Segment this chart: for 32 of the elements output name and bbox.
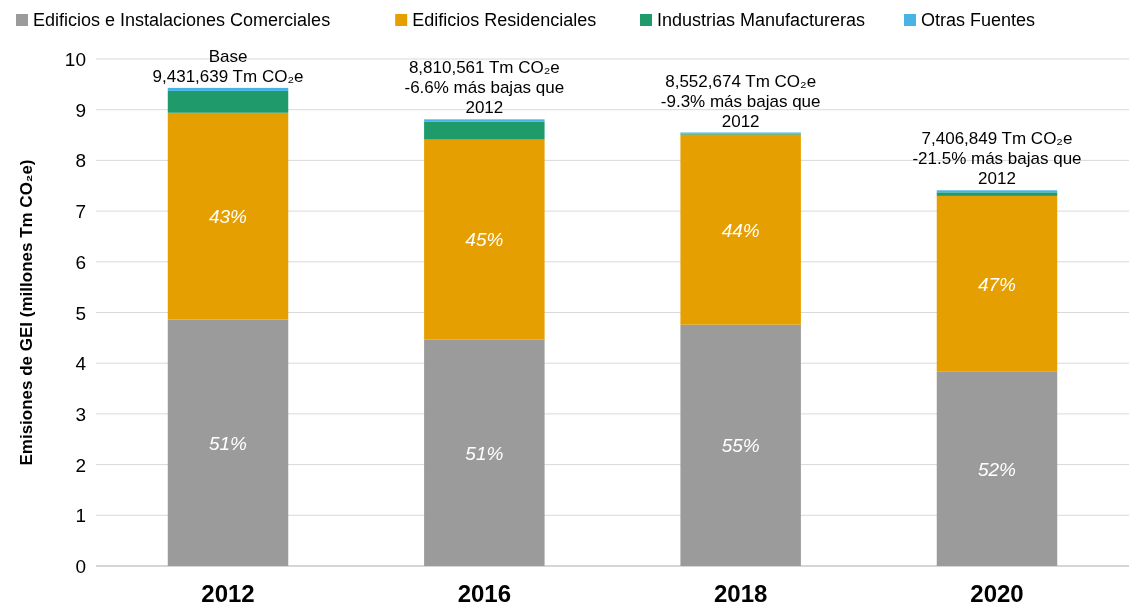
annotation: 51% <box>208 432 248 454</box>
y-tick-label: 0 <box>75 556 86 577</box>
x-tick-label: 2018 <box>713 580 768 607</box>
y-tick-label: 1 <box>75 505 86 527</box>
y-tick-label: 8 <box>75 150 86 172</box>
y-tick-label: 9 <box>75 99 86 121</box>
legend-label: Industrias Manufactureras <box>657 10 866 30</box>
y-tick-label: 2 <box>75 454 86 476</box>
legend-label: Edificios Residenciales <box>412 10 597 30</box>
y-tick-label: 6 <box>75 251 86 273</box>
annotation: Base 9,431,639 Tm CO₂e <box>152 46 304 86</box>
y-axis-title: Emisiones de GEI (millones Tm CO₂e) <box>17 159 36 466</box>
y-tick-label: 4 <box>75 353 87 375</box>
y-tick-label: 7 <box>75 201 86 223</box>
x-tick-label: 2012 <box>201 580 255 607</box>
annotation: 47% <box>977 273 1017 295</box>
annotation: 52% <box>977 458 1017 480</box>
annotation: 7,406,849 Tm CO₂e -21.5% más bajas que 2012 <box>912 129 1082 189</box>
x-tick-label: 2016 <box>457 580 512 607</box>
annotation: 45% <box>465 229 504 251</box>
y-tick-label: 5 <box>75 302 86 324</box>
annotation: 8,552,674 Tm CO₂e -9.3% más bajas que 2012 <box>660 71 821 131</box>
legend-label: Otras Fuentes <box>921 10 1036 30</box>
annotation: 43% <box>208 206 248 228</box>
annotation: 51% <box>465 442 504 464</box>
y-tick-label: 3 <box>75 403 86 425</box>
y-tick-label: 10 <box>64 49 86 70</box>
annotation: 44% <box>721 219 760 241</box>
x-tick-label: 2020 <box>970 580 1024 607</box>
legend-label: Edificios e Instalaciones Comerciales <box>33 10 331 30</box>
annotation: 55% <box>721 435 760 457</box>
annotation: 8,810,561 Tm CO₂e -6.6% más bajas que 2012 <box>404 58 565 118</box>
